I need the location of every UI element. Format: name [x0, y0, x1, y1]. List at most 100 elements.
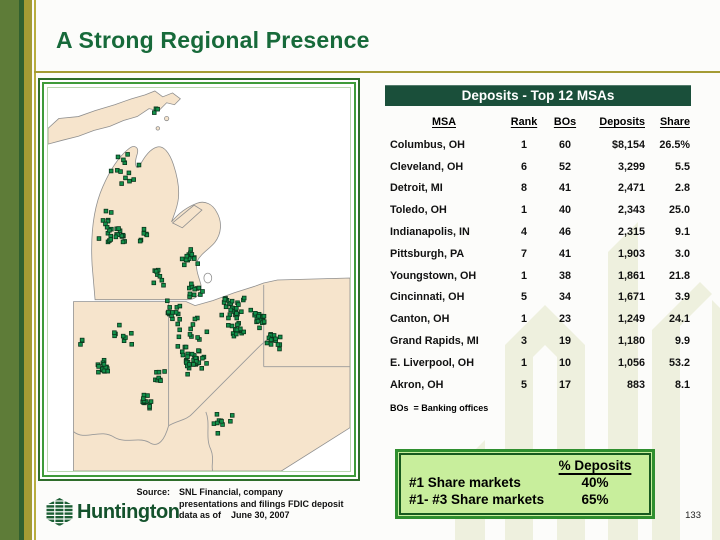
table-cell: 2.8 — [674, 182, 690, 195]
branch-marker — [261, 313, 267, 319]
table-cell: 25.0 — [668, 204, 690, 217]
table-cell: 24.1 — [668, 313, 690, 326]
table-cell: 26.5% — [659, 138, 690, 151]
summary-header-row: % Deposits — [409, 458, 641, 473]
summary-box-inner: % Deposits #1 Share markets 40% #1- #3 Sha… — [399, 453, 651, 515]
branch-marker — [234, 311, 239, 316]
table-cell: Indianapolis, IN — [390, 226, 470, 239]
branch-marker — [179, 256, 185, 262]
table-cell: 46 — [558, 226, 571, 239]
branch-marker — [108, 210, 114, 215]
branch-marker — [187, 332, 193, 337]
branch-marker — [126, 170, 132, 176]
state-border-kentucky-westvirginia — [205, 411, 214, 471]
branch-marker — [117, 322, 122, 328]
branch-marker — [129, 342, 134, 347]
branch-marker — [189, 351, 195, 357]
branch-marker — [78, 342, 83, 347]
branch-marker — [228, 419, 233, 424]
island — [155, 126, 160, 131]
branch-marker — [183, 344, 189, 350]
branch-marker — [196, 285, 202, 291]
branch-marker — [101, 362, 107, 367]
summary-rows: #1 Share markets 40% #1- #3 Share markets 6… — [409, 474, 641, 508]
source-line: data as of June 30, 2007 — [179, 510, 290, 520]
branch-marker — [115, 154, 121, 160]
table-row: Toledo, OH 1 40 2,343 25.0 — [385, 199, 691, 221]
branch-marker — [125, 152, 130, 157]
table-cell: 41 — [558, 182, 571, 195]
branch-marker — [268, 337, 274, 343]
edge-stripe-gold — [24, 0, 32, 540]
branch-marker — [131, 177, 136, 182]
table-cell: 1,249 — [617, 313, 645, 326]
table-cell: 17 — [558, 378, 571, 391]
branch-marker — [175, 344, 181, 349]
branch-marker — [121, 157, 126, 163]
branch-marker — [119, 233, 125, 239]
branch-marker — [236, 302, 241, 307]
table-cell: 3.0 — [674, 247, 690, 260]
table-cell: Canton, OH — [390, 313, 450, 326]
branch-marker — [234, 315, 240, 321]
page-title: A Strong Regional Presence — [56, 27, 370, 53]
branch-marker — [204, 329, 210, 335]
table-cell: 41 — [558, 247, 571, 260]
branch-marker — [145, 393, 150, 398]
table-cell: 2,315 — [617, 226, 645, 239]
branch-map — [47, 87, 351, 472]
edge-thin-gold-line — [34, 0, 36, 540]
source-lines: SNL Financial, company presentations and … — [179, 487, 389, 522]
michigan-upper-peninsula — [48, 90, 181, 145]
branch-marker — [170, 310, 175, 315]
branch-marker — [161, 282, 166, 288]
branch-marker — [105, 218, 111, 224]
branch-marker — [229, 323, 235, 329]
branch-marker — [107, 228, 112, 233]
table-title: Deposits - Top 12 MSAs — [461, 88, 615, 103]
branch-marker — [199, 366, 205, 371]
branch-marker — [191, 292, 197, 298]
table-row: Canton, OH 1 23 1,249 24.1 — [385, 308, 691, 330]
state-border-ohio-river-west — [73, 425, 170, 445]
branch-marker — [226, 315, 231, 321]
table-cell: 7 — [520, 247, 527, 260]
table-cell: 5 — [520, 291, 527, 304]
summary-value: 40% — [581, 475, 609, 490]
table-cell: 8 — [520, 182, 527, 195]
branch-marker — [129, 330, 134, 336]
table-row: Indianapolis, IN 4 46 2,315 9.1 — [385, 221, 691, 243]
branch-marker — [268, 342, 274, 347]
branch-marker — [256, 313, 261, 319]
table-cell: 4 — [520, 226, 527, 239]
branch-marker — [166, 309, 171, 315]
branch-marker — [191, 362, 196, 367]
table-cell: E. Liverpool, OH — [390, 356, 474, 369]
branch-marker — [253, 311, 258, 316]
column-header-msa: MSA — [432, 116, 456, 128]
branch-marker — [248, 307, 254, 313]
table-cell: 3 — [520, 335, 527, 348]
branch-marker — [96, 236, 102, 241]
branch-marker — [195, 261, 200, 266]
branch-marker — [151, 280, 157, 286]
branch-marker — [116, 226, 121, 231]
branch-marker — [215, 431, 221, 436]
table-cell: Pittsburgh, PA — [390, 247, 465, 260]
branch-marker — [104, 224, 110, 230]
table-cell: 5 — [520, 378, 527, 391]
table-cell: 10 — [558, 356, 571, 369]
branch-marker — [112, 330, 117, 335]
table-title-bar: Deposits - Top 12 MSAs — [385, 85, 691, 106]
branch-marker — [101, 368, 107, 374]
huntington-wordmark: Huntington — [77, 500, 180, 523]
branch-markers — [78, 106, 283, 436]
branch-marker — [196, 348, 201, 353]
table-cell: Grand Rapids, MI — [390, 335, 479, 348]
branch-marker — [189, 252, 195, 257]
branch-marker — [241, 329, 246, 335]
table-cell: 3,299 — [617, 160, 645, 173]
branch-marker — [192, 256, 197, 261]
table-cell: 883 — [626, 378, 645, 391]
